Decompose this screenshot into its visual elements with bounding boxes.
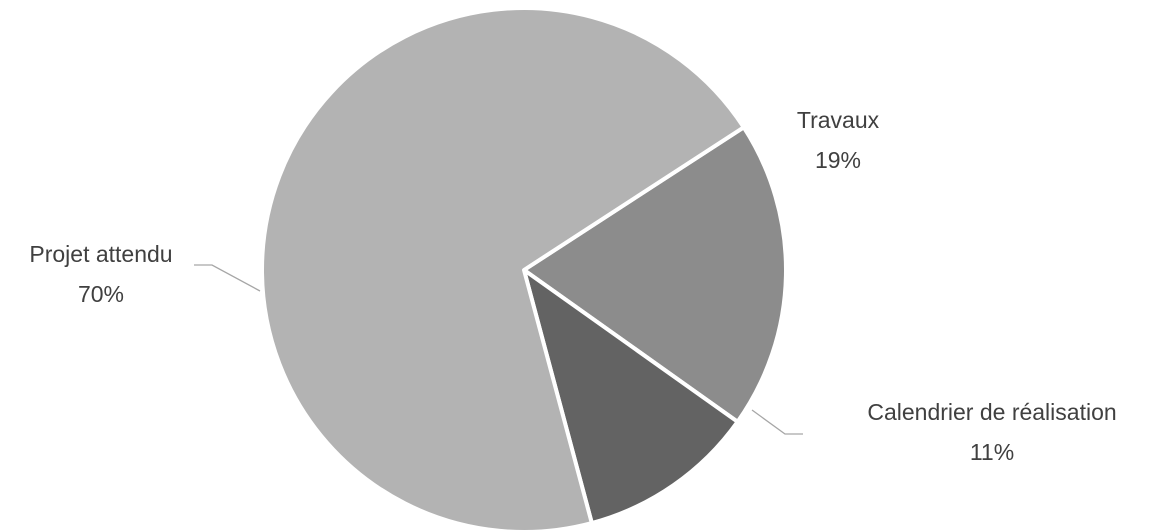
data-labels: Travaux 19% Calendrier de réalisation 11… bbox=[29, 107, 1116, 465]
label-percent-travaux: 19% bbox=[815, 147, 861, 173]
label-name-calendrier: Calendrier de réalisation bbox=[867, 399, 1116, 425]
pie-slices bbox=[260, 6, 788, 531]
label-percent-projet: 70% bbox=[78, 281, 124, 307]
label-name-projet: Projet attendu bbox=[29, 241, 172, 267]
label-name-travaux: Travaux bbox=[797, 107, 880, 133]
leader-line-projet bbox=[194, 264, 261, 292]
slice-projet bbox=[260, 6, 746, 531]
slice-travaux bbox=[522, 125, 788, 424]
leader-lines bbox=[194, 264, 803, 435]
leader-line-calendrier bbox=[751, 409, 803, 435]
slice-calendrier bbox=[522, 268, 740, 526]
label-percent-calendrier: 11% bbox=[970, 439, 1014, 465]
